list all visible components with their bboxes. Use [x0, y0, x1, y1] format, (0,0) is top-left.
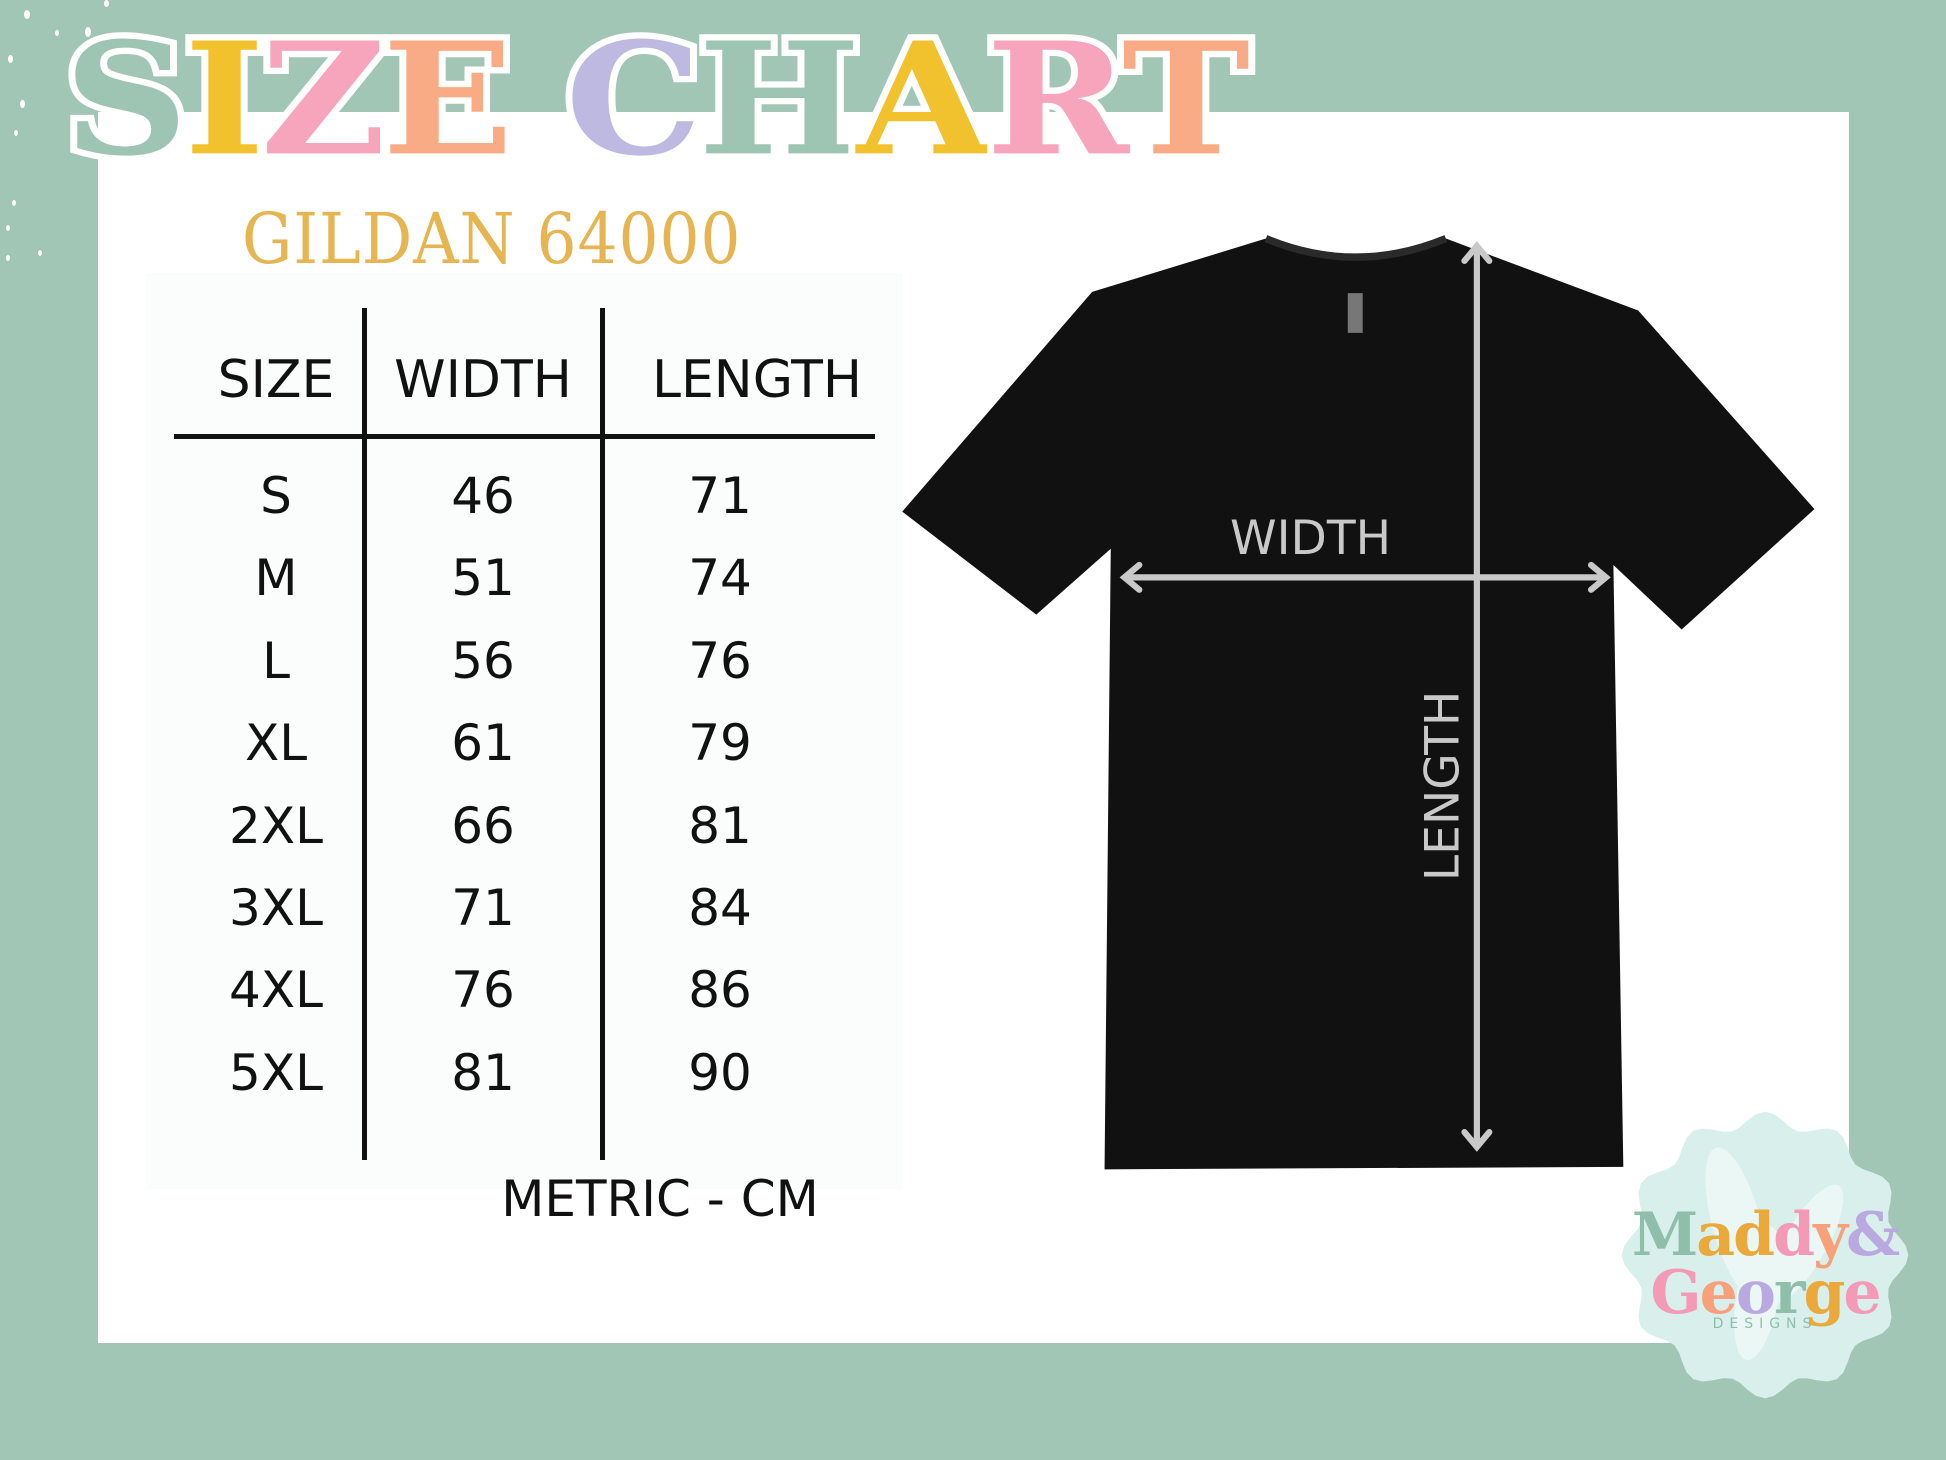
table-cell-width: 56 [451, 631, 515, 690]
title-letter: S [57, 7, 195, 191]
table-cell-length: 90 [688, 1043, 752, 1102]
logo-letter: a [1696, 1200, 1735, 1270]
header-length: LENGTH [651, 350, 863, 410]
title-letter: R [979, 7, 1133, 191]
length-arrow-icon [1461, 241, 1493, 1152]
logo-letter: & [1845, 1200, 1900, 1270]
logo-letter: G [1650, 1258, 1701, 1328]
tag-icon [1347, 293, 1363, 333]
size-table [146, 273, 903, 1189]
logo-letter: y [1813, 1200, 1848, 1270]
logo-line-2: George [1610, 1258, 1920, 1328]
column-divider [600, 308, 605, 1160]
title-letter: E [375, 7, 520, 191]
logo-line-3: DESIGNS [1712, 1316, 1818, 1332]
table-cell-width: 71 [451, 879, 515, 937]
table-cell-size: 3XL [229, 879, 323, 937]
logo-letter: M [1631, 1200, 1698, 1270]
title-letter: I [177, 7, 272, 191]
title-letter: A [850, 7, 998, 191]
logo-line-1: Maddy& [1610, 1200, 1920, 1270]
table-cell-size: 2XL [229, 796, 323, 855]
table-cell-size: 5XL [229, 1043, 323, 1102]
page-title: SIZE CHART [57, 15, 1257, 182]
logo-letter: e [1699, 1258, 1738, 1328]
table-cell-size: 4XL [229, 961, 323, 1020]
title-letter: T [1115, 7, 1257, 191]
logo-letter: o [1735, 1258, 1776, 1328]
column-divider [362, 308, 367, 1160]
table-cell-length: 84 [688, 879, 752, 937]
table-cell-size: S [260, 467, 292, 525]
table-cell-length: 81 [688, 796, 752, 855]
table-cell-size: M [254, 549, 298, 608]
table-cell-size: L [262, 631, 290, 690]
logo-letter: d [1733, 1200, 1775, 1270]
product-subtitle: GILDAN 64000 [242, 198, 742, 280]
title-letter: H [691, 7, 867, 191]
logo-letter: g [1803, 1258, 1845, 1328]
table-cell-width: 81 [451, 1043, 515, 1102]
tshirt-icon [902, 238, 1815, 1170]
width-label: WIDTH [1230, 511, 1391, 566]
title-letter: Z [254, 7, 393, 191]
table-cell-width: 46 [451, 467, 515, 525]
table-cell-size: XL [244, 714, 308, 773]
logo-letter: r [1773, 1258, 1806, 1328]
header-size: SIZE [217, 350, 335, 410]
header-divider [174, 434, 875, 439]
table-cell-length: 86 [688, 961, 752, 1020]
logo-letter: d [1773, 1200, 1815, 1270]
table-cell-width: 51 [451, 549, 515, 608]
table-cell-length: 76 [688, 631, 752, 690]
table-cell-width: 76 [451, 961, 515, 1020]
logo-letter: e [1843, 1258, 1881, 1328]
header-width: WIDTH [394, 350, 572, 410]
table-cell-length: 74 [688, 549, 752, 608]
table-cell-width: 61 [451, 714, 515, 773]
flower-icon [1705, 1147, 1844, 1361]
table-cell-width: 66 [451, 796, 515, 855]
table-cell-length: 71 [688, 467, 752, 525]
width-arrow-icon [1119, 561, 1611, 593]
brand-logo [1621, 1111, 1909, 1399]
unit-note: METRIC - CM [501, 1170, 819, 1228]
length-label: LENGTH [1415, 691, 1470, 881]
table-cell-length: 79 [688, 714, 752, 773]
title-letter: C [558, 7, 709, 191]
